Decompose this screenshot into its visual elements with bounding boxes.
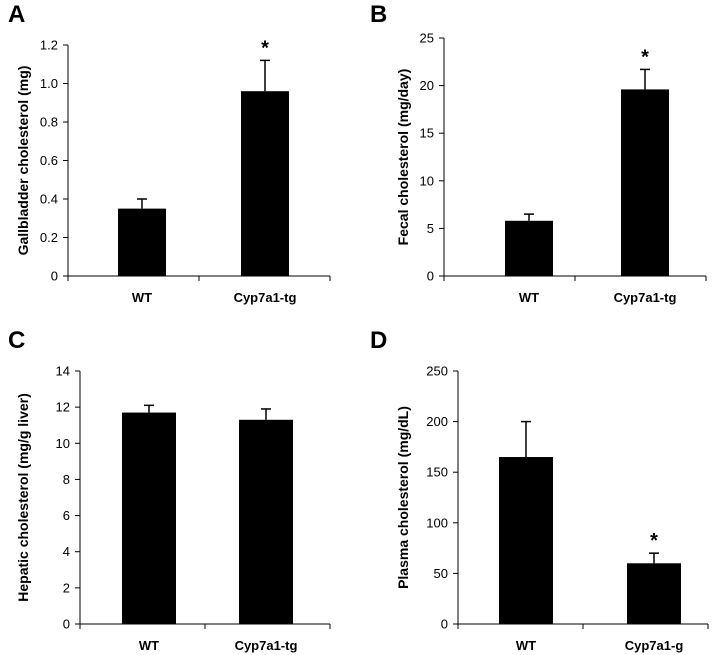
bar	[118, 208, 166, 276]
y-tick-label: 0	[63, 617, 70, 632]
y-tick-label: 15	[420, 126, 434, 141]
y-tick-label: 50	[434, 566, 448, 581]
y-tick-label: 100	[426, 515, 448, 530]
y-tick-label: 10	[56, 436, 70, 451]
y-tick-label: 0	[441, 617, 448, 632]
x-category-label: Cyp7a1-tg	[234, 290, 297, 305]
y-tick-label: 0	[51, 269, 58, 284]
x-category-label: Cyp7a1-g	[625, 638, 684, 653]
panel-letter: A	[8, 1, 25, 28]
panel-letter: C	[8, 327, 25, 354]
y-axis-label: Fecal cholesterol (mg/day)	[395, 69, 411, 246]
panel-a: A Gallbladder cholesterol (mg) 0 0.2 0.4 0.6 0…	[8, 1, 331, 305]
y-tick-label: 8	[63, 472, 70, 487]
bar	[505, 220, 553, 276]
x-category-label: Cyp7a1-tg	[614, 290, 677, 305]
panel-c: C Hepatic cholesterol (mg/g liver) 0 2 4 6 8 10…	[8, 327, 331, 653]
bar	[239, 419, 293, 624]
y-tick-label: 4	[63, 544, 70, 559]
bar	[499, 457, 553, 624]
bar	[241, 91, 289, 276]
y-tick-label: 10	[420, 173, 434, 188]
y-axis-label: Hepatic cholesterol (mg/g liver)	[15, 393, 31, 602]
y-tick-label: 12	[56, 400, 70, 415]
y-tick-label: 0.8	[40, 115, 58, 130]
y-tick-label: 14	[56, 364, 70, 379]
significance-marker: *	[650, 530, 658, 552]
x-category-label: WT	[516, 638, 536, 653]
x-category-label: WT	[139, 638, 159, 653]
panel-letter: D	[370, 327, 387, 354]
bar	[621, 89, 669, 277]
y-tick-label: 200	[426, 414, 448, 429]
y-tick-label: 6	[63, 508, 70, 523]
y-tick-label: 150	[426, 465, 448, 480]
y-tick-label: 25	[420, 31, 434, 46]
y-axis-label: Gallbladder cholesterol (mg)	[15, 66, 31, 256]
y-tick-label: 20	[420, 78, 434, 93]
y-tick-label: 5	[427, 221, 434, 236]
y-tick-label: 1.0	[40, 76, 58, 91]
y-axis-label: Plasma cholesterol (mg/dL)	[395, 406, 411, 589]
bar	[627, 563, 681, 624]
panel-d: D Plasma cholesterol (mg/dL) 0 50 100 150 200 2…	[370, 327, 709, 653]
x-category-label: Cyp7a1-tg	[235, 638, 298, 653]
bar	[122, 412, 176, 624]
y-tick-label: 0.6	[40, 153, 58, 168]
y-tick-label: 0.2	[40, 230, 58, 245]
panel-b: B Fecal cholesterol (mg/day) 0 5 10 15 20 25 WT C…	[370, 1, 707, 305]
x-category-label: WT	[132, 290, 152, 305]
significance-marker: *	[261, 37, 269, 59]
panel-letter: B	[370, 1, 387, 28]
x-category-label: WT	[519, 290, 539, 305]
y-tick-label: 0	[427, 269, 434, 284]
y-tick-label: 0.4	[40, 192, 58, 207]
y-tick-label: 2	[63, 580, 70, 595]
y-tick-label: 1.2	[40, 38, 58, 53]
significance-marker: *	[641, 46, 649, 68]
y-tick-label: 250	[426, 364, 448, 379]
